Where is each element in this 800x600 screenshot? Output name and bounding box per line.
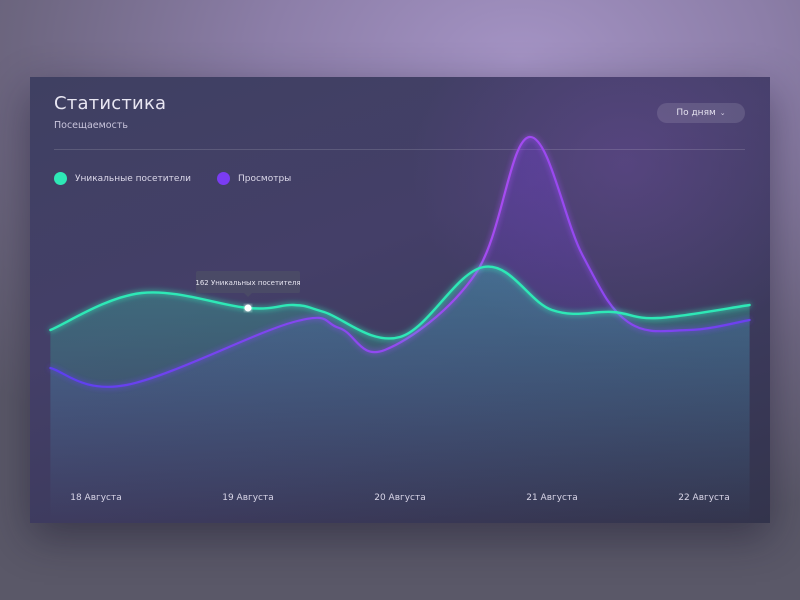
card-title: Статистика	[54, 93, 167, 114]
header-divider	[54, 149, 745, 150]
tooltip-arrow	[244, 293, 252, 297]
legend-label-views: Просмотры	[237, 173, 292, 184]
series-line-unique[interactable]	[49, 265, 751, 340]
tooltip-box	[196, 271, 300, 293]
highlight-point[interactable]	[244, 304, 252, 312]
x-tick-label: 22 Августа	[678, 493, 730, 503]
x-tick-label: 19 Августа	[222, 493, 274, 503]
x-tick-label: 18 Августа	[70, 493, 122, 503]
chart-legend: Уникальные посетители Просмотры	[54, 172, 291, 185]
card-subtitle: Посещаемость	[54, 120, 128, 131]
x-tick-label: 21 Августа	[526, 493, 578, 503]
chart-tooltip: 162 Уникальных посетителя	[195, 271, 301, 297]
series-line-views[interactable]	[49, 135, 751, 388]
line-chart: 18 Августа 19 Августа 20 Августа 21 Августа…	[49, 135, 751, 523]
series-area-unique	[50, 266, 750, 523]
legend-item-views[interactable]: Просмотры	[216, 172, 292, 185]
legend-item-unique[interactable]: Уникальные посетители	[54, 172, 191, 185]
legend-dot-views	[216, 172, 230, 185]
chevron-down-icon: ⌄	[719, 109, 726, 117]
period-dropdown-button[interactable]: По дням ⌄	[657, 103, 745, 123]
statistics-card: Статистика Посещаемость По дням ⌄ Уникал…	[30, 77, 770, 523]
period-dropdown-label: По дням	[676, 108, 716, 118]
legend-dot-unique	[54, 172, 67, 185]
tooltip-text: 162 Уникальных посетителя	[195, 279, 300, 287]
x-tick-label: 20 Августа	[374, 493, 426, 503]
legend-label-unique: Уникальные посетители	[75, 173, 191, 184]
